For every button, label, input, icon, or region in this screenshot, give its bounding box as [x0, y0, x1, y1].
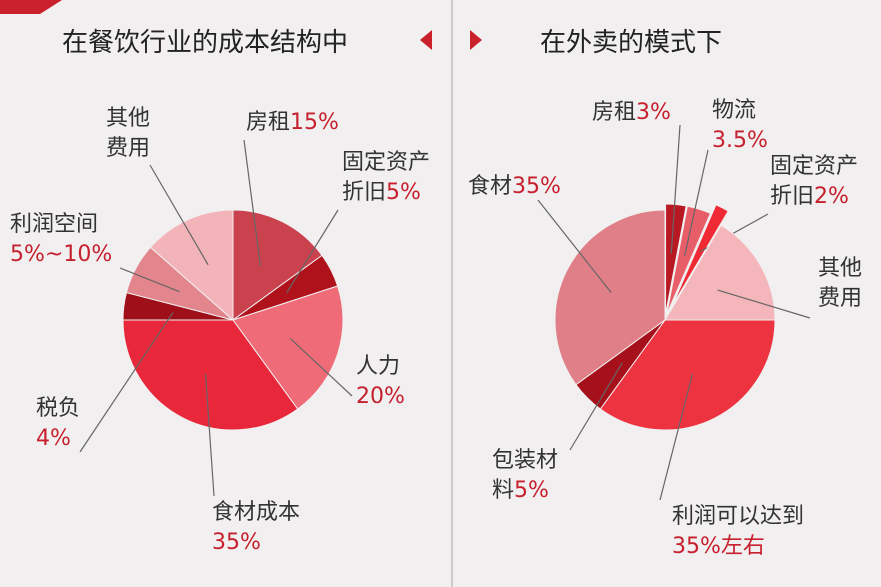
value-label: 3%	[636, 100, 671, 125]
pie-slice	[122, 319, 299, 431]
slice-label: 利润空间 5%~10%	[10, 210, 112, 270]
slice-label: 食材35%	[468, 172, 561, 202]
leader-line	[119, 267, 180, 293]
category-label: 利润可以达到	[672, 504, 805, 529]
pie-slice	[664, 224, 776, 321]
chart-title: 在外卖的模式下	[540, 28, 723, 58]
slice-label: 食材成本 35%	[212, 498, 300, 558]
pie-slice	[666, 205, 712, 315]
value-label: 35%左右	[672, 534, 765, 559]
leader-line	[569, 362, 623, 451]
category-label: 房租	[592, 100, 637, 125]
leader-line	[286, 209, 339, 293]
slice-label: 房租3%	[592, 98, 671, 128]
slice-label: 利润可以达到 35%左右	[672, 502, 812, 562]
slice-label: 固定资产折旧5%	[342, 148, 430, 208]
value-label: 20%	[356, 384, 405, 409]
category-label: 税负	[36, 396, 81, 421]
category-label: 物流	[712, 98, 757, 123]
slice-label: 房租15%	[246, 108, 339, 138]
leader-line	[670, 124, 681, 254]
category-label: 固定资产折旧	[342, 150, 431, 205]
slice-label: 税负 4%	[36, 394, 80, 454]
slice-label: 物流 3.5%	[712, 96, 768, 156]
pie-slice	[599, 319, 776, 431]
slice-label: 其他费用	[818, 254, 862, 314]
value-label: 2%	[814, 184, 849, 209]
slice-label: 包装材料5%	[492, 446, 558, 506]
leader-line	[659, 373, 694, 501]
pie-slice	[665, 203, 687, 315]
value-label: 4%	[36, 426, 71, 451]
slice-label: 人力 20%	[356, 352, 405, 412]
leader-line	[243, 139, 262, 267]
value-label: 5%	[514, 478, 549, 503]
value-label: 5%	[386, 180, 421, 205]
value-label: 15%	[290, 110, 339, 135]
category-label: 食材成本	[212, 500, 301, 525]
leader-line	[149, 164, 209, 266]
pie-slice	[232, 285, 344, 410]
slice-label: 固定资产折旧2%	[770, 152, 858, 212]
leader-line	[717, 289, 811, 319]
arrow-left	[420, 30, 432, 50]
arrow-right	[470, 30, 482, 50]
leader-line	[683, 149, 709, 257]
leader-line	[79, 312, 174, 453]
value-label: 5%~10%	[10, 242, 113, 267]
leader-line	[290, 338, 353, 397]
leader-line	[537, 199, 612, 293]
category-label: 其他费用	[818, 256, 863, 311]
pie-slice	[554, 209, 666, 386]
pie-slice	[671, 204, 729, 306]
chart-title: 在餐饮行业的成本结构中	[62, 28, 349, 58]
category-label: 固定资产折旧	[770, 154, 859, 209]
value-label: 3.5%	[712, 128, 768, 153]
pie-slice	[149, 209, 234, 322]
slice-label: 其他费用	[106, 104, 150, 164]
category-label: 食材	[468, 174, 513, 199]
category-label: 其他费用	[106, 106, 151, 161]
category-label: 人力	[356, 354, 401, 379]
category-label: 房租	[246, 110, 291, 135]
value-label: 35%	[212, 530, 261, 555]
corner-ribbon	[0, 0, 62, 14]
value-label: 35%	[512, 174, 561, 199]
pie-slice	[232, 209, 323, 321]
leader-line	[204, 373, 215, 497]
category-label: 包装材料	[492, 448, 559, 503]
category-label: 利润空间	[10, 212, 99, 237]
